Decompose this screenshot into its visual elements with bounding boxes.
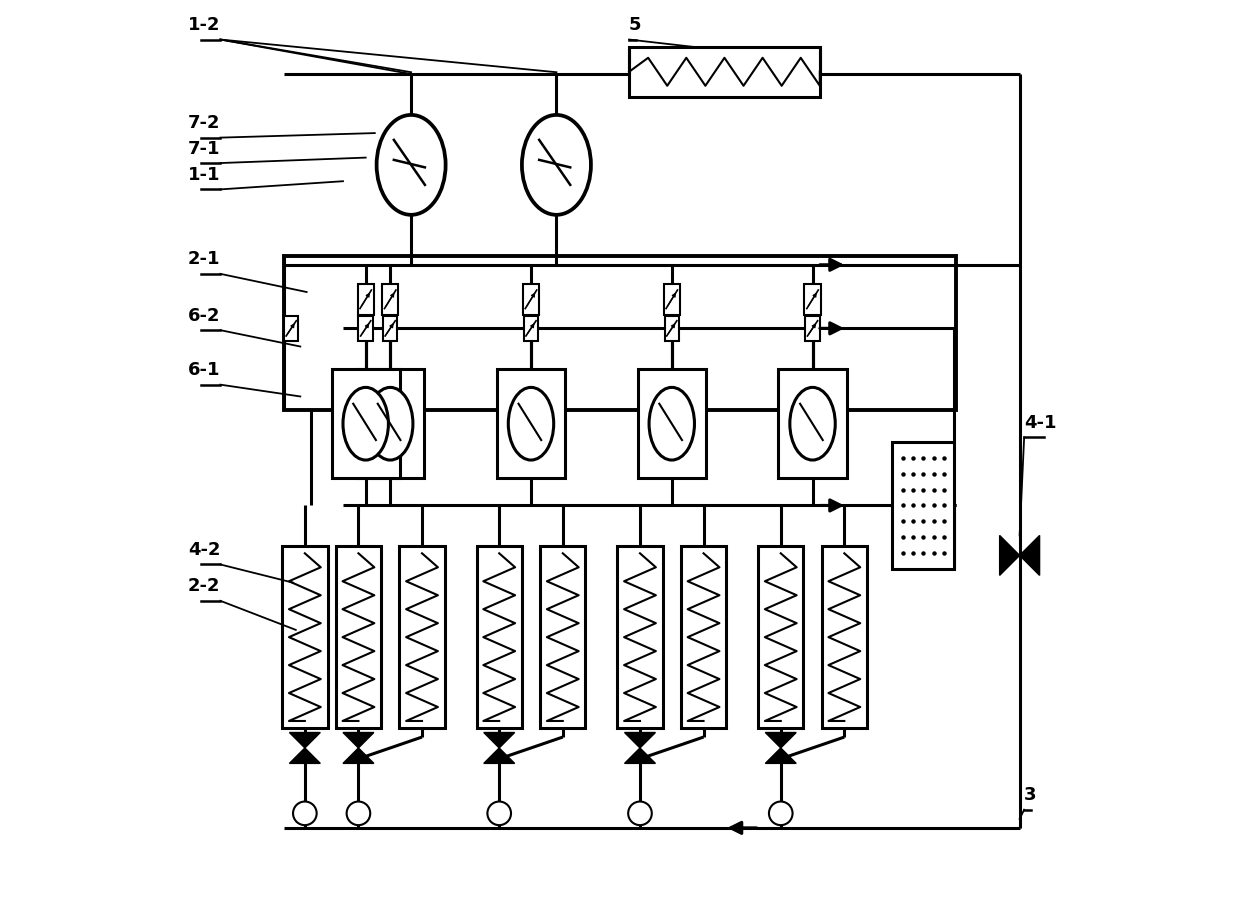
Text: 2-2: 2-2 bbox=[188, 578, 221, 596]
Text: 6-2: 6-2 bbox=[188, 307, 221, 324]
Bar bbox=[331, 369, 399, 478]
Circle shape bbox=[347, 802, 371, 825]
Ellipse shape bbox=[790, 387, 836, 460]
Bar bbox=[805, 284, 821, 314]
Bar bbox=[523, 315, 538, 341]
Text: 3: 3 bbox=[1024, 786, 1037, 804]
Polygon shape bbox=[484, 732, 515, 748]
Text: 1-1: 1-1 bbox=[188, 166, 221, 184]
Polygon shape bbox=[484, 748, 515, 763]
Polygon shape bbox=[343, 748, 374, 763]
Ellipse shape bbox=[343, 387, 388, 460]
Text: 1-2: 1-2 bbox=[188, 16, 221, 34]
Circle shape bbox=[487, 802, 511, 825]
Bar bbox=[283, 547, 327, 728]
Text: 2-1: 2-1 bbox=[188, 251, 221, 269]
Bar bbox=[357, 284, 374, 314]
Bar bbox=[893, 442, 955, 569]
Bar bbox=[758, 547, 804, 728]
Text: 7-1: 7-1 bbox=[188, 139, 221, 158]
Bar bbox=[618, 547, 662, 728]
Polygon shape bbox=[625, 748, 656, 763]
Ellipse shape bbox=[367, 387, 413, 460]
Bar bbox=[681, 547, 727, 728]
Bar bbox=[356, 369, 424, 478]
Bar bbox=[637, 369, 706, 478]
Text: 6-1: 6-1 bbox=[188, 361, 221, 379]
Text: 5: 5 bbox=[629, 16, 641, 34]
Polygon shape bbox=[625, 732, 656, 748]
Bar bbox=[399, 547, 445, 728]
Bar bbox=[284, 315, 299, 341]
Bar bbox=[541, 547, 585, 728]
Circle shape bbox=[769, 802, 792, 825]
Text: 7-2: 7-2 bbox=[188, 114, 221, 132]
Polygon shape bbox=[765, 748, 796, 763]
Bar bbox=[382, 284, 398, 314]
Bar bbox=[284, 256, 956, 410]
Bar bbox=[336, 547, 381, 728]
Bar bbox=[663, 284, 680, 314]
Bar bbox=[476, 547, 522, 728]
Bar bbox=[497, 369, 565, 478]
Ellipse shape bbox=[522, 115, 591, 215]
Ellipse shape bbox=[508, 387, 554, 460]
Circle shape bbox=[293, 802, 316, 825]
Bar bbox=[358, 315, 373, 341]
Bar bbox=[665, 315, 680, 341]
Polygon shape bbox=[289, 748, 320, 763]
Text: 4-1: 4-1 bbox=[1024, 414, 1056, 432]
Bar bbox=[523, 284, 539, 314]
Polygon shape bbox=[289, 732, 320, 748]
Bar bbox=[822, 547, 867, 728]
Circle shape bbox=[629, 802, 652, 825]
Bar bbox=[779, 369, 847, 478]
Bar bbox=[383, 315, 398, 341]
Bar bbox=[805, 315, 820, 341]
Ellipse shape bbox=[649, 387, 694, 460]
Bar bbox=[629, 46, 820, 97]
Text: 4-2: 4-2 bbox=[188, 541, 221, 559]
Polygon shape bbox=[765, 732, 796, 748]
Polygon shape bbox=[999, 536, 1019, 576]
Polygon shape bbox=[1019, 536, 1039, 576]
Polygon shape bbox=[343, 732, 374, 748]
Ellipse shape bbox=[377, 115, 445, 215]
